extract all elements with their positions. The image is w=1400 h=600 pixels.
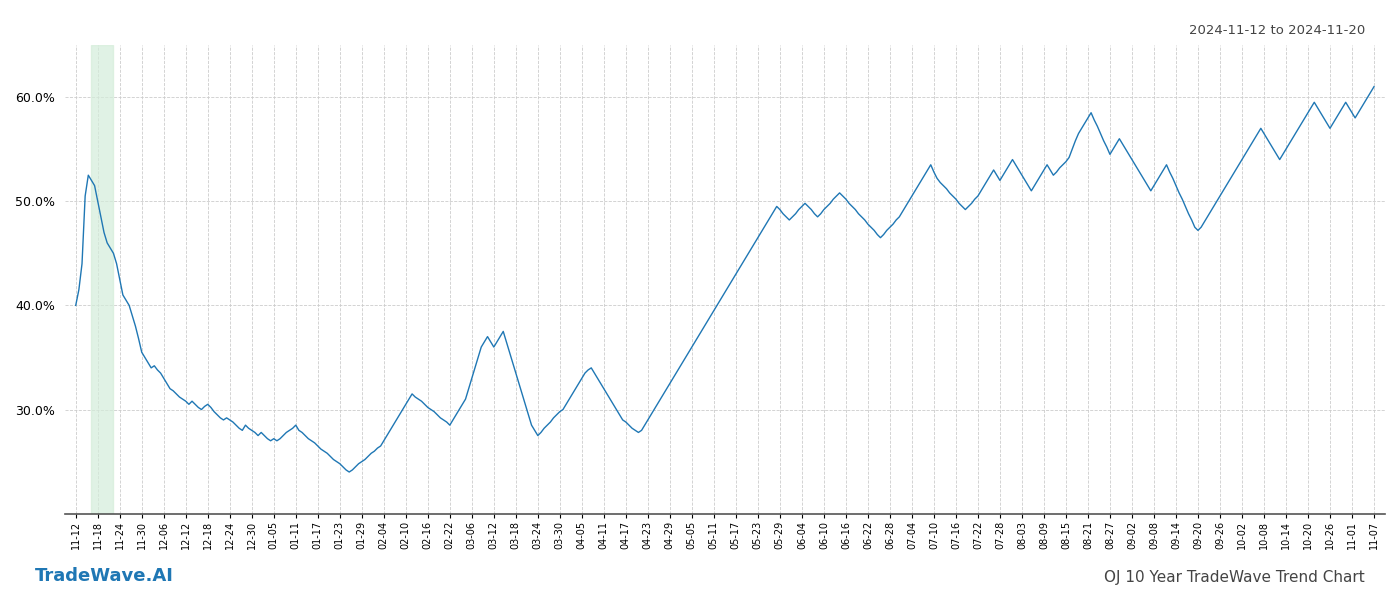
Text: OJ 10 Year TradeWave Trend Chart: OJ 10 Year TradeWave Trend Chart [1105,570,1365,585]
Bar [91,45,113,514]
Text: TradeWave.AI: TradeWave.AI [35,567,174,585]
Text: 2024-11-12 to 2024-11-20: 2024-11-12 to 2024-11-20 [1189,24,1365,37]
